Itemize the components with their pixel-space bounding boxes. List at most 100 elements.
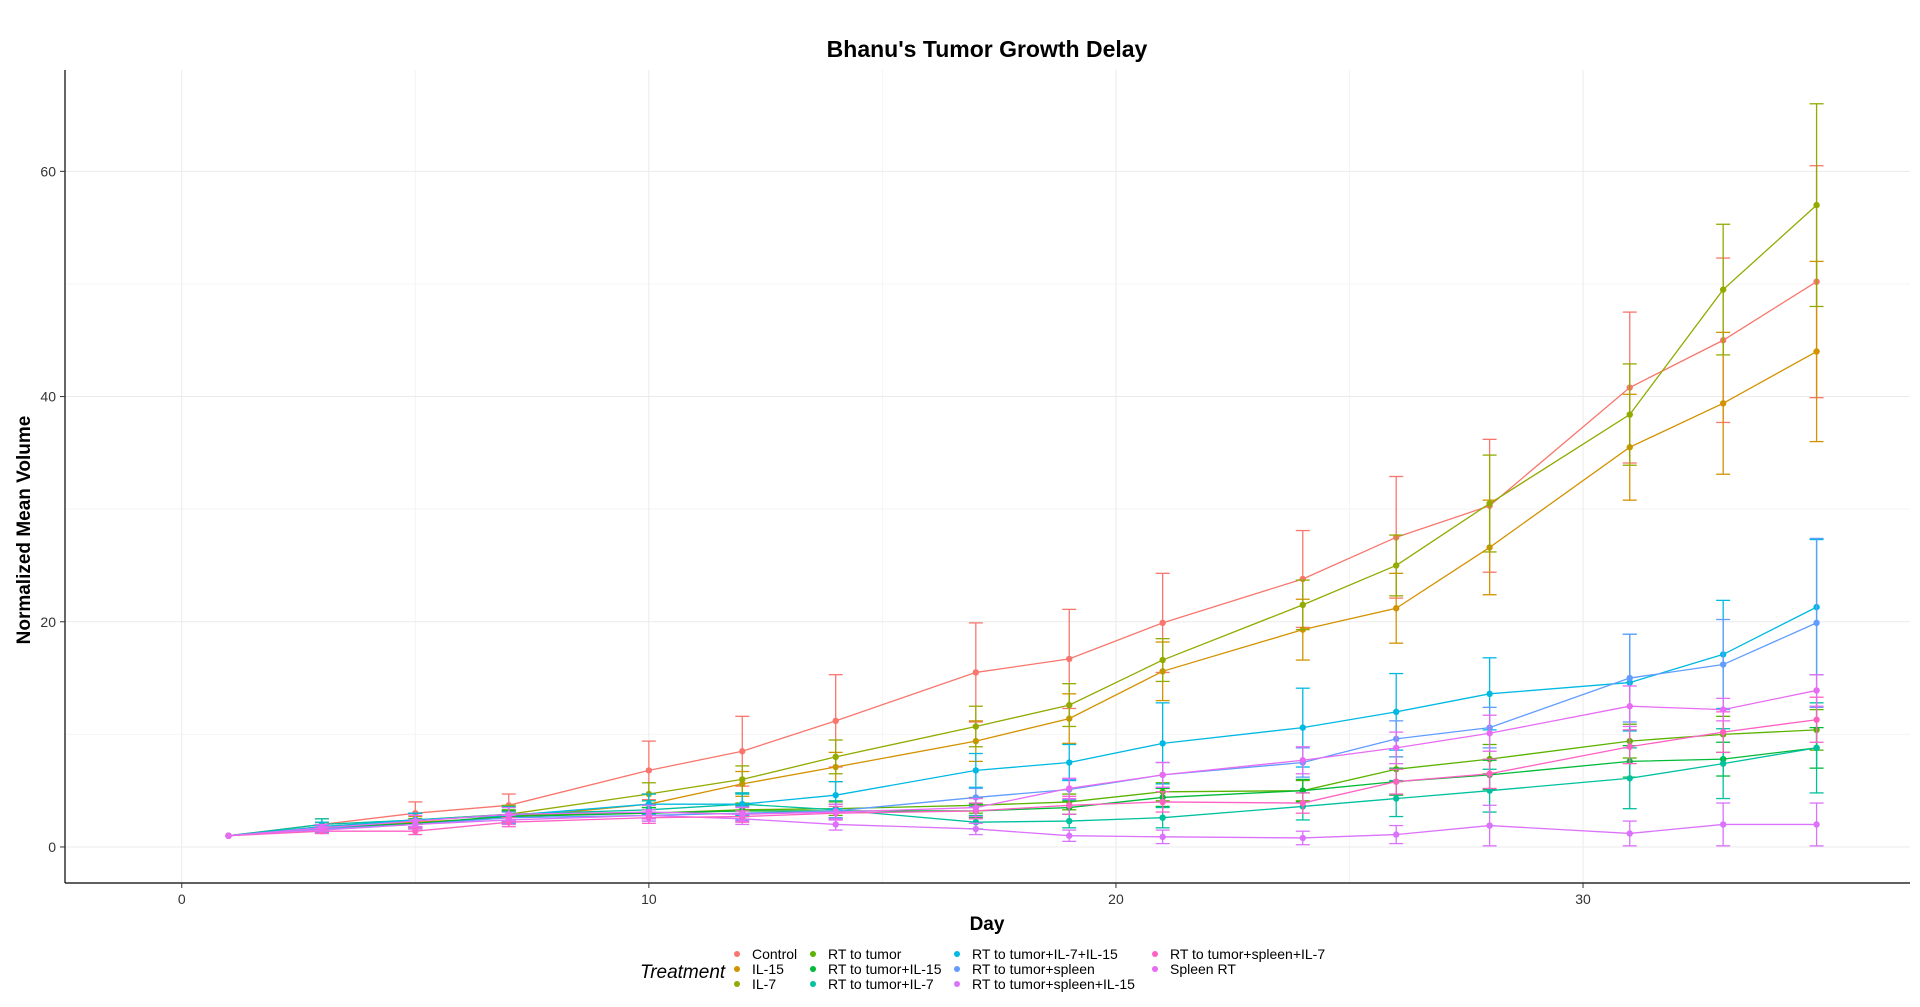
series-line bbox=[228, 747, 1817, 837]
data-point bbox=[1813, 716, 1820, 723]
x-tick-label: 30 bbox=[1575, 891, 1591, 907]
legend-label: RT to tumor bbox=[828, 946, 902, 962]
legend-key bbox=[1152, 966, 1158, 972]
legend-key bbox=[810, 981, 816, 987]
grid bbox=[65, 70, 1910, 883]
data-point bbox=[412, 817, 419, 825]
data-point bbox=[1626, 775, 1633, 782]
data-point bbox=[1626, 830, 1633, 837]
data-point bbox=[1066, 655, 1073, 663]
data-point bbox=[1486, 770, 1493, 777]
legend-item-rt-to-tumor-il-7-il-15: RT to tumor+IL-7+IL-15 bbox=[954, 946, 1118, 962]
data-point bbox=[739, 748, 746, 755]
legend-label: Control bbox=[752, 946, 797, 962]
data-point bbox=[1159, 740, 1166, 747]
x-axis-title: Day bbox=[970, 914, 1005, 935]
data-point bbox=[1159, 814, 1166, 821]
data-point bbox=[1626, 411, 1633, 418]
legend-label: RT to tumor+spleen+IL-15 bbox=[972, 976, 1135, 992]
legend-key bbox=[734, 966, 740, 972]
data-point bbox=[832, 717, 839, 725]
axes: 0 10 20 30 0 20 40 60 bbox=[40, 70, 1910, 907]
legend-item-spleen-rt: Spleen RT bbox=[1152, 961, 1236, 977]
y-tick-label: 20 bbox=[40, 614, 56, 630]
data-point bbox=[1813, 201, 1820, 209]
data-point bbox=[1066, 785, 1073, 792]
data-point bbox=[832, 753, 839, 761]
data-point bbox=[1719, 706, 1727, 713]
data-point bbox=[972, 669, 980, 676]
legend-key bbox=[954, 981, 960, 987]
legend-item-rt-to-tumor-il-15: RT to tumor+IL-15 bbox=[810, 961, 942, 977]
data-point bbox=[225, 832, 232, 839]
data-point bbox=[832, 808, 839, 816]
legend-key bbox=[954, 951, 960, 957]
data-point bbox=[1813, 348, 1820, 355]
x-tick-label: 0 bbox=[178, 891, 186, 907]
data-point bbox=[1719, 286, 1727, 293]
legend-item-rt-to-tumor-il-7: RT to tumor+IL-7 bbox=[810, 976, 934, 992]
series-line bbox=[228, 606, 1817, 837]
data-point bbox=[1626, 674, 1633, 682]
x-tick-label: 10 bbox=[641, 891, 657, 907]
data-point bbox=[1299, 787, 1306, 794]
data-point bbox=[1719, 728, 1727, 736]
data-point bbox=[1159, 833, 1166, 841]
legend-label: Spleen RT bbox=[1170, 961, 1236, 977]
data-point bbox=[972, 825, 980, 833]
legend-item-rt-to-tumor-spleen: RT to tumor+spleen bbox=[954, 961, 1095, 977]
data-point bbox=[1066, 701, 1073, 709]
data-point bbox=[1813, 687, 1820, 694]
y-axis-title: Normalized Mean Volume bbox=[14, 416, 35, 645]
series-rt-to-tumor-il-7 bbox=[225, 702, 1824, 839]
data-point bbox=[1486, 690, 1493, 698]
legend-label: RT to tumor+IL-7 bbox=[828, 976, 934, 992]
legend-key bbox=[954, 966, 960, 972]
legend-item-control: Control bbox=[734, 946, 797, 962]
data-point bbox=[1066, 832, 1073, 839]
data-point bbox=[1159, 771, 1166, 779]
data-point bbox=[1066, 759, 1073, 766]
data-point bbox=[1299, 757, 1306, 764]
data-point bbox=[972, 804, 980, 811]
data-point bbox=[1719, 760, 1727, 767]
series-control bbox=[225, 165, 1824, 839]
series-line bbox=[228, 204, 1818, 837]
data-point bbox=[1393, 778, 1400, 785]
data-point bbox=[1299, 799, 1306, 807]
data-point bbox=[972, 767, 980, 774]
legend-title: Treatment bbox=[640, 962, 726, 983]
data-point bbox=[739, 800, 746, 808]
data-point bbox=[1813, 619, 1820, 627]
legend-item-rt-to-tumor: RT to tumor bbox=[810, 946, 902, 962]
legend-label: RT to tumor+spleen+IL-7 bbox=[1170, 946, 1325, 962]
legend-item-rt-to-tumor-spleen-il-7: RT to tumor+spleen+IL-7 bbox=[1152, 946, 1325, 962]
series-rt-to-tumor-spleen bbox=[225, 537, 1824, 839]
legend-label: RT to tumor+IL-7+IL-15 bbox=[972, 946, 1118, 962]
data-point bbox=[1486, 787, 1493, 794]
data-point bbox=[645, 808, 653, 816]
data-point bbox=[1393, 708, 1400, 716]
legend-key bbox=[734, 951, 740, 957]
series-spleen-rt bbox=[225, 674, 1824, 839]
data-point bbox=[1813, 744, 1820, 752]
data-point bbox=[1626, 743, 1633, 750]
data-point bbox=[1393, 795, 1400, 802]
y-tick-label: 40 bbox=[40, 389, 56, 405]
series-line bbox=[228, 814, 1817, 839]
data-point bbox=[318, 824, 326, 832]
data-point bbox=[739, 776, 746, 783]
data-point bbox=[1299, 724, 1306, 731]
data-point bbox=[832, 821, 839, 828]
data-point bbox=[1486, 730, 1493, 737]
chart-title: Bhanu's Tumor Growth Delay bbox=[827, 36, 1148, 62]
series-line bbox=[228, 719, 1817, 837]
legend-label: RT to tumor+IL-15 bbox=[828, 961, 942, 977]
legend-item-il-7: IL-7 bbox=[734, 976, 776, 992]
data-point bbox=[739, 811, 746, 818]
data-point bbox=[1626, 703, 1633, 710]
series-line bbox=[228, 350, 1817, 837]
data-point bbox=[1486, 822, 1493, 829]
data-point bbox=[1159, 656, 1166, 664]
